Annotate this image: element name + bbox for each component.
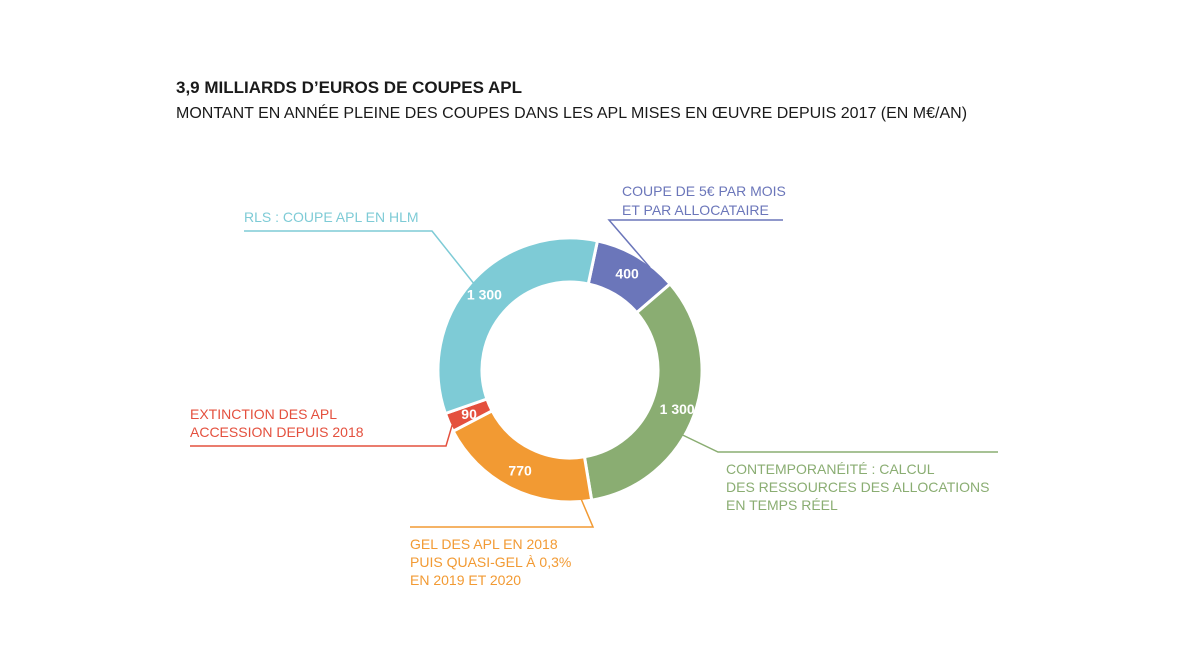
callout-contemporaneite-line-3: EN TEMPS RÉEL bbox=[726, 497, 838, 513]
callouts: COUPE DE 5€ PAR MOIS ET PAR ALLOCATAIRE CO… bbox=[190, 183, 998, 588]
callout-contemporaneite-line-1: CONTEMPORANÉITÉ : CALCUL bbox=[726, 461, 935, 477]
callout-reduction_5eur-line-2: ET PAR ALLOCATAIRE bbox=[622, 202, 769, 218]
slice-value-reduction_5eur: 400 bbox=[615, 266, 639, 282]
slice-rls bbox=[436, 236, 600, 416]
slice-value-extinction_accession: 90 bbox=[461, 406, 477, 422]
slice-gel bbox=[451, 408, 594, 504]
callout-extinction_accession-line-2: ACCESSION DEPUIS 2018 bbox=[190, 424, 364, 440]
callout-gel-line-2: PUIS QUASI-GEL À 0,3% bbox=[410, 554, 571, 570]
chart-subtitle: MONTANT EN ANNÉE PLEINE DES COUPES DANS … bbox=[176, 103, 967, 122]
slice-value-contemporaneite: 1 300 bbox=[660, 401, 695, 417]
leader-line-reduction_5eur bbox=[607, 219, 783, 269]
chart-title: 3,9 MILLIARDS D’EUROS DE COUPES APL bbox=[176, 78, 522, 97]
slice-value-gel: 770 bbox=[508, 462, 532, 478]
callout-rls-line-1: RLS : COUPE APL EN HLM bbox=[244, 209, 419, 225]
callout-contemporaneite-line-2: DES RESSOURCES DES ALLOCATIONS bbox=[726, 479, 989, 495]
donut-slices: 400 1 300 770 90 1 300 bbox=[436, 236, 704, 504]
slice-value-rls: 1 300 bbox=[467, 287, 502, 303]
leader-line-contemporaneite bbox=[682, 434, 998, 453]
leader-line-extinction_accession bbox=[190, 424, 453, 447]
callout-gel-line-3: EN 2019 ET 2020 bbox=[410, 572, 521, 588]
callout-gel-line-1: GEL DES APL EN 2018 bbox=[410, 536, 558, 552]
callout-reduction_5eur-line-1: COUPE DE 5€ PAR MOIS bbox=[622, 183, 786, 199]
leader-line-gel bbox=[410, 499, 595, 528]
slice-contemporaneite bbox=[582, 281, 704, 502]
callout-extinction_accession-line-1: EXTINCTION DES APL bbox=[190, 406, 337, 422]
leader-line-rls bbox=[244, 230, 474, 284]
